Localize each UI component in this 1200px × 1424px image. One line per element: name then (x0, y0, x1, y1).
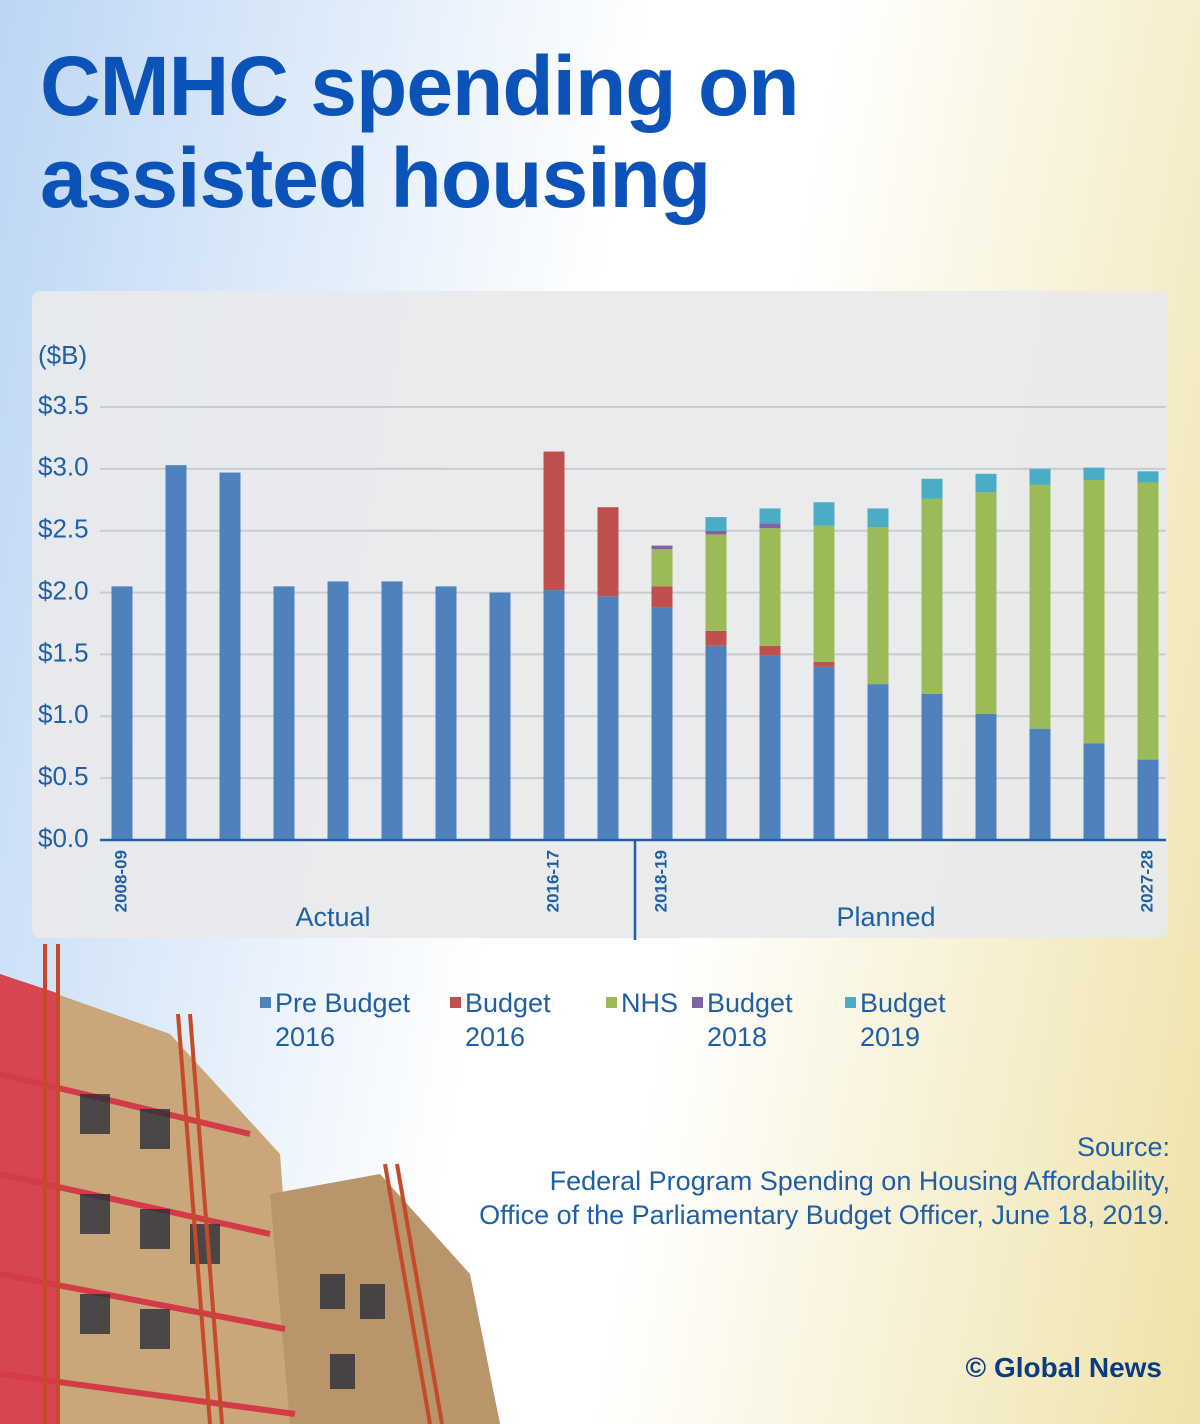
bar-segment (759, 523, 781, 529)
y-tick-label: $0.0 (38, 823, 89, 853)
bar-segment (327, 581, 349, 840)
legend-label: NHS (621, 988, 679, 1018)
bar-segment (813, 502, 835, 526)
bar-segment (1137, 759, 1159, 840)
bar-segment (705, 645, 727, 840)
bar-segment (1029, 468, 1051, 485)
y-tick-label: $3.0 (38, 452, 89, 482)
annotation: Planned (836, 902, 935, 932)
bar-segment (759, 528, 781, 646)
x-tick-label: 2016-17 (543, 850, 562, 912)
y-tick-label: $0.5 (38, 761, 89, 791)
bar-segment (543, 451, 565, 591)
legend-item: Budget 2019 (845, 986, 990, 1054)
bar-segment (921, 478, 943, 499)
annotation: Actual (295, 902, 370, 932)
title: CMHC spending on assisted housing (40, 39, 800, 225)
credit: © Global News (965, 1352, 1162, 1383)
bar-segment (813, 525, 835, 662)
bar-segment (759, 655, 781, 840)
bar-segment (651, 545, 673, 550)
y-tick-label: $3.5 (38, 390, 89, 420)
y-tick-label: $2.5 (38, 514, 89, 544)
x-tick-label: 2008-09 (111, 850, 130, 912)
legend-swatch (692, 997, 703, 1008)
legend-label: Budget 2019 (860, 988, 946, 1052)
legend-swatch (260, 997, 271, 1008)
bar-segment (597, 507, 619, 597)
bar-segment (867, 508, 889, 528)
legend-item: NHS (606, 986, 701, 1020)
bar-segment (1137, 482, 1159, 760)
bar-segment (1083, 467, 1105, 480)
legend-label: Budget 2018 (707, 988, 793, 1052)
bar-segment (273, 586, 295, 840)
bar-segment (705, 517, 727, 531)
source-line: Source: (1076, 1132, 1170, 1162)
y-tick-label: $2.0 (38, 575, 89, 605)
source-line: Office of the Parliamentary Budget Offic… (479, 1200, 1170, 1230)
bar-segment (543, 590, 565, 840)
building-photo (0, 944, 500, 1424)
bar-segment (651, 586, 673, 608)
bar-segment (1029, 484, 1051, 729)
bar-segment (975, 713, 997, 840)
bar-segment (813, 666, 835, 840)
legend-label: Pre Budget 2016 (275, 988, 411, 1052)
bar-segment (219, 472, 241, 840)
bar-segment (381, 581, 403, 840)
y-tick-label: $1.5 (38, 637, 89, 667)
legend-swatch (450, 997, 461, 1008)
chart: ($B) $0.0 $0.5 $1.0 $1.5 $2.0 $2.5 $3.0 $3.5 200… (38, 340, 1166, 940)
bar-segment (651, 549, 673, 587)
bar-segment (975, 473, 997, 493)
bar-segment (597, 596, 619, 840)
bar-segment (165, 465, 187, 840)
source-line: Federal Program Spending on Housing Affo… (549, 1166, 1170, 1196)
bar-segment (705, 534, 727, 631)
bar-segment (489, 592, 511, 840)
bar-segment (705, 530, 727, 535)
legend-label: Budget 2016 (465, 988, 551, 1052)
bar-segment (975, 492, 997, 714)
x-tick-label: 2018-19 (651, 850, 670, 912)
bar-segment (867, 684, 889, 840)
source: Source: Federal Program Spending on Housi… (479, 1130, 1170, 1232)
bar-segment (435, 586, 457, 840)
legend-item: Pre Budget 2016 (260, 986, 445, 1054)
y-tick-label: $1.0 (38, 699, 89, 729)
bar-segment (867, 527, 889, 685)
bar-segment (921, 694, 943, 840)
bar-segment (1029, 728, 1051, 840)
legend-swatch (606, 997, 617, 1008)
bar-segment (759, 645, 781, 656)
bar-segment (1083, 743, 1105, 840)
legend-swatch (845, 997, 856, 1008)
bar-segment (1083, 479, 1105, 744)
bar-segment (651, 607, 673, 840)
x-tick-label: 2027-28 (1137, 850, 1156, 912)
bar-segment (813, 661, 835, 667)
legend-item: Budget 2016 (450, 986, 605, 1054)
y-unit: ($B) (38, 340, 87, 370)
legend-item: Budget 2018 (692, 986, 837, 1054)
bar-segment (759, 508, 781, 524)
bar-segment (1137, 471, 1159, 483)
bar-segment (705, 630, 727, 646)
bar-segment (921, 498, 943, 695)
bar-segment (111, 586, 133, 840)
